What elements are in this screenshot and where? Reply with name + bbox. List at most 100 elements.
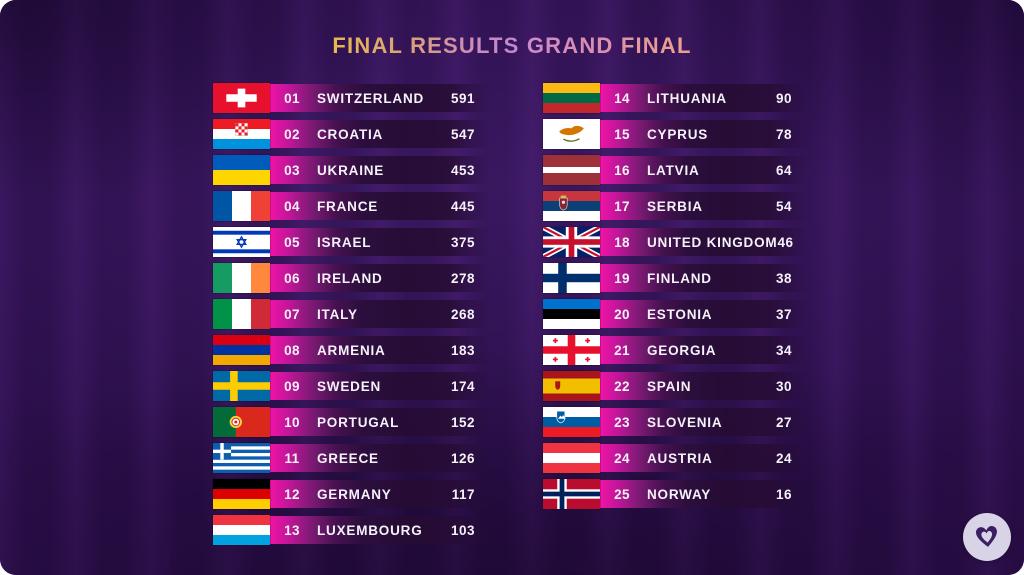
result-bar: 18 UNITED KINGDOM 46 <box>600 228 808 256</box>
country-name: AUSTRIA <box>647 450 713 466</box>
rank-number: 23 <box>614 414 630 430</box>
country-name: FINLAND <box>647 270 712 286</box>
country-name: LITHUANIA <box>647 90 727 106</box>
result-bar: 25 NORWAY 16 <box>600 480 808 508</box>
rank-number: 12 <box>284 486 300 502</box>
result-row-lithuania: 14 LITHUANIA 90 <box>543 83 808 113</box>
eurovision-heart-logo <box>963 513 1011 561</box>
result-row-austria: 24 AUSTRIA 24 <box>543 443 808 473</box>
result-row-georgia: 21 GEORGIA 34 <box>543 335 808 365</box>
country-name: CROATIA <box>317 126 384 142</box>
country-name: NORWAY <box>647 486 712 502</box>
country-name: SWITZERLAND <box>317 90 425 106</box>
slovenia-flag-icon <box>543 407 600 437</box>
rank-number: 20 <box>614 306 630 322</box>
rank-number: 10 <box>284 414 300 430</box>
country-name: LUXEMBOURG <box>317 522 423 538</box>
country-name: SERBIA <box>647 198 703 214</box>
germany-flag-icon <box>213 479 270 509</box>
results-board: 01 SWITZERLAND 591 02 CROATIA 547 03 UKRAINE 453… <box>213 83 808 545</box>
result-row-ireland: 06 IRELAND 278 <box>213 263 491 293</box>
country-name: FRANCE <box>317 198 379 214</box>
result-bar: 07 ITALY 268 <box>270 300 491 328</box>
result-bar: 04 FRANCE 445 <box>270 192 491 220</box>
result-row-sweden: 09 SWEDEN 174 <box>213 371 491 401</box>
points-value: 16 <box>775 486 792 502</box>
rank-number: 16 <box>614 162 630 178</box>
title-final-results: FINAL RESULTS <box>332 33 520 58</box>
country-name: LATVIA <box>647 162 700 178</box>
estonia-flag-icon <box>543 299 600 329</box>
points-value: 78 <box>775 126 792 142</box>
points-value: 90 <box>775 90 792 106</box>
points-value: 34 <box>775 342 792 358</box>
points-value: 453 <box>450 162 475 178</box>
rank-number: 24 <box>614 450 630 466</box>
points-value: 278 <box>450 270 475 286</box>
points-value: 30 <box>775 378 792 394</box>
rank-number: 02 <box>284 126 300 142</box>
country-name: SPAIN <box>647 378 692 394</box>
cyprus-flag-icon <box>543 119 600 149</box>
france-flag-icon <box>213 191 270 221</box>
country-name: GEORGIA <box>647 342 717 358</box>
result-bar: 22 SPAIN 30 <box>600 372 808 400</box>
points-value: 445 <box>450 198 475 214</box>
rank-number: 04 <box>284 198 300 214</box>
country-name: ARMENIA <box>317 342 386 358</box>
serbia-flag-icon <box>543 191 600 221</box>
result-row-latvia: 16 LATVIA 64 <box>543 155 808 185</box>
points-value: 126 <box>450 450 475 466</box>
rank-number: 07 <box>284 306 300 322</box>
result-bar: 05 ISRAEL 375 <box>270 228 491 256</box>
result-row-estonia: 20 ESTONIA 37 <box>543 299 808 329</box>
ireland-flag-icon <box>213 263 270 293</box>
switzerland-flag-icon <box>213 83 270 113</box>
points-value: 54 <box>775 198 792 214</box>
result-bar: 03 UKRAINE 453 <box>270 156 491 184</box>
result-bar: 09 SWEDEN 174 <box>270 372 491 400</box>
rank-number: 01 <box>284 90 300 106</box>
result-row-switzerland: 01 SWITZERLAND 591 <box>213 83 491 113</box>
result-row-spain: 22 SPAIN 30 <box>543 371 808 401</box>
ukraine-flag-icon <box>213 155 270 185</box>
greece-flag-icon <box>213 443 270 473</box>
country-name: SLOVENIA <box>647 414 723 430</box>
rank-number: 17 <box>614 198 630 214</box>
rank-number: 05 <box>284 234 300 250</box>
result-bar: 12 GERMANY 117 <box>270 480 491 508</box>
rank-number: 09 <box>284 378 300 394</box>
country-name: GERMANY <box>317 486 392 502</box>
result-bar: 16 LATVIA 64 <box>600 156 808 184</box>
country-name: IRELAND <box>317 270 383 286</box>
result-row-greece: 11 GREECE 126 <box>213 443 491 473</box>
lithuania-flag-icon <box>543 83 600 113</box>
result-row-luxembourg: 13 LUXEMBOURG 103 <box>213 515 491 545</box>
points-value: 591 <box>450 90 475 106</box>
country-name: ISRAEL <box>317 234 372 250</box>
result-bar: 19 FINLAND 38 <box>600 264 808 292</box>
points-value: 183 <box>450 342 475 358</box>
points-value: 375 <box>450 234 475 250</box>
luxembourg-flag-icon <box>213 515 270 545</box>
rank-number: 14 <box>614 90 630 106</box>
united-kingdom-flag-icon <box>543 227 600 257</box>
norway-flag-icon <box>543 479 600 509</box>
points-value: 27 <box>775 414 792 430</box>
result-row-norway: 25 NORWAY 16 <box>543 479 808 509</box>
result-row-ukraine: 03 UKRAINE 453 <box>213 155 491 185</box>
results-column-left: 01 SWITZERLAND 591 02 CROATIA 547 03 UKRAINE 453… <box>213 83 491 545</box>
rank-number: 03 <box>284 162 300 178</box>
points-value: 152 <box>450 414 475 430</box>
points-value: 268 <box>450 306 475 322</box>
result-bar: 11 GREECE 126 <box>270 444 491 472</box>
result-row-portugal: 10 PORTUGAL 152 <box>213 407 491 437</box>
result-bar: 08 ARMENIA 183 <box>270 336 491 364</box>
points-value: 37 <box>775 306 792 322</box>
result-row-cyprus: 15 CYPRUS 78 <box>543 119 808 149</box>
rank-number: 15 <box>614 126 630 142</box>
points-value: 117 <box>451 486 475 502</box>
georgia-flag-icon <box>543 335 600 365</box>
